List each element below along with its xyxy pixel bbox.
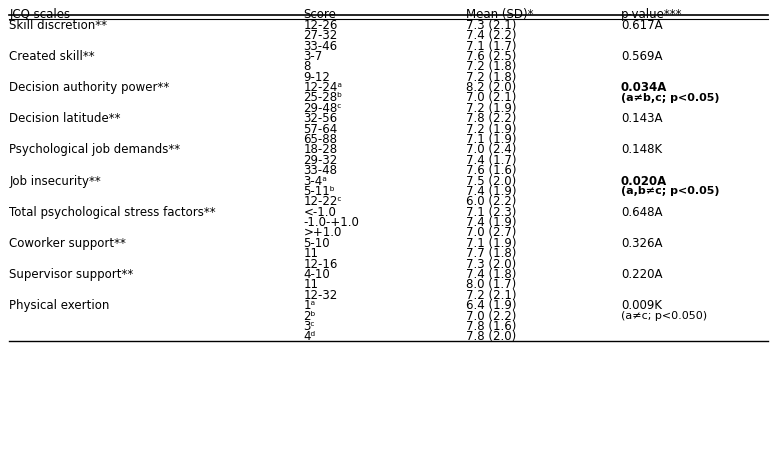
Text: 7.0 (2.7): 7.0 (2.7)	[466, 227, 516, 239]
Text: 7.8 (2.0): 7.8 (2.0)	[466, 330, 516, 343]
Text: 7.2 (2.1): 7.2 (2.1)	[466, 289, 517, 302]
Text: 7.1 (1.9): 7.1 (1.9)	[466, 237, 517, 250]
Text: 7.8 (2.2): 7.8 (2.2)	[466, 112, 516, 125]
Text: JCQ scales: JCQ scales	[9, 8, 70, 21]
Text: 29-48ᶜ: 29-48ᶜ	[303, 102, 342, 115]
Text: 12-24ᵃ: 12-24ᵃ	[303, 81, 343, 94]
Text: 7.1 (2.3): 7.1 (2.3)	[466, 206, 516, 219]
Text: 0.569A: 0.569A	[621, 50, 662, 63]
Text: 3-4ᵃ: 3-4ᵃ	[303, 175, 327, 187]
Text: 7.7 (1.8): 7.7 (1.8)	[466, 247, 516, 260]
Text: 7.2 (1.8): 7.2 (1.8)	[466, 71, 516, 84]
Text: Supervisor support**: Supervisor support**	[9, 268, 134, 281]
Text: 33-46: 33-46	[303, 40, 337, 52]
Text: 0.020A: 0.020A	[621, 175, 667, 187]
Text: 7.3 (2.1): 7.3 (2.1)	[466, 19, 516, 32]
Text: Total psychological stress factors**: Total psychological stress factors**	[9, 206, 216, 219]
Text: Coworker support**: Coworker support**	[9, 237, 126, 250]
Text: 0.143A: 0.143A	[621, 112, 662, 125]
Text: 57-64: 57-64	[303, 123, 337, 135]
Text: 9-12: 9-12	[303, 71, 330, 84]
Text: Decision authority power**: Decision authority power**	[9, 81, 169, 94]
Text: 12-26: 12-26	[303, 19, 338, 32]
Text: -1.0-+1.0: -1.0-+1.0	[303, 216, 359, 229]
Text: (a≠c; p<0.050): (a≠c; p<0.050)	[621, 311, 707, 321]
Text: <-1.0: <-1.0	[303, 206, 336, 219]
Text: 7.6 (1.6): 7.6 (1.6)	[466, 164, 517, 177]
Text: 2ᵇ: 2ᵇ	[303, 310, 315, 322]
Text: 7.0 (2.1): 7.0 (2.1)	[466, 92, 516, 104]
Text: 11: 11	[303, 278, 319, 291]
Text: >+1.0: >+1.0	[303, 227, 342, 239]
Text: 33-48: 33-48	[303, 164, 337, 177]
Text: 32-56: 32-56	[303, 112, 337, 125]
Text: 5-11ᵇ: 5-11ᵇ	[303, 185, 335, 198]
Text: 7.4 (1.8): 7.4 (1.8)	[466, 268, 516, 281]
Text: 7.0 (2.2): 7.0 (2.2)	[466, 310, 516, 322]
Text: 6.0 (2.2): 6.0 (2.2)	[466, 195, 516, 208]
Text: 7.4 (1.9): 7.4 (1.9)	[466, 216, 517, 229]
Text: 7.4 (1.9): 7.4 (1.9)	[466, 185, 517, 198]
Text: 7.2 (1.8): 7.2 (1.8)	[466, 60, 516, 73]
Text: (a,b≠c; p<0.05): (a,b≠c; p<0.05)	[621, 186, 720, 196]
Text: 4-10: 4-10	[303, 268, 330, 281]
Text: 29-32: 29-32	[303, 154, 337, 167]
Text: 5-10: 5-10	[303, 237, 330, 250]
Text: 0.034A: 0.034A	[621, 81, 667, 94]
Text: 0.617A: 0.617A	[621, 19, 662, 32]
Text: 11: 11	[303, 247, 319, 260]
Text: 3-7: 3-7	[303, 50, 322, 63]
Text: 0.326A: 0.326A	[621, 237, 662, 250]
Text: 0.220A: 0.220A	[621, 268, 662, 281]
Text: 7.2 (1.9): 7.2 (1.9)	[466, 102, 517, 115]
Text: 12-16: 12-16	[303, 258, 338, 270]
Text: 27-32: 27-32	[303, 29, 337, 42]
Text: 7.5 (2.0): 7.5 (2.0)	[466, 175, 516, 187]
Text: Skill discretion**: Skill discretion**	[9, 19, 107, 32]
Text: 7.1 (1.9): 7.1 (1.9)	[466, 133, 517, 146]
Text: Score: Score	[303, 8, 336, 21]
Text: p-value***: p-value***	[621, 8, 682, 21]
Text: 4ᵈ: 4ᵈ	[303, 330, 315, 343]
Text: 12-22ᶜ: 12-22ᶜ	[303, 195, 342, 208]
Text: Mean (SD)*: Mean (SD)*	[466, 8, 534, 21]
Text: 7.6 (2.5): 7.6 (2.5)	[466, 50, 516, 63]
Text: Job insecurity**: Job insecurity**	[9, 175, 101, 187]
Text: 65-88: 65-88	[303, 133, 337, 146]
Text: 7.2 (1.9): 7.2 (1.9)	[466, 123, 517, 135]
Text: 6.4 (1.9): 6.4 (1.9)	[466, 299, 517, 312]
Text: 3ᶜ: 3ᶜ	[303, 320, 315, 333]
Text: 12-32: 12-32	[303, 289, 337, 302]
Text: 0.009K: 0.009K	[621, 299, 662, 312]
Text: 7.1 (1.7): 7.1 (1.7)	[466, 40, 517, 52]
Text: 7.8 (1.6): 7.8 (1.6)	[466, 320, 516, 333]
Text: 25-28ᵇ: 25-28ᵇ	[303, 92, 343, 104]
Text: 18-28: 18-28	[303, 143, 337, 156]
Text: 8.0 (1.7): 8.0 (1.7)	[466, 278, 516, 291]
Text: 8.2 (2.0): 8.2 (2.0)	[466, 81, 516, 94]
Text: 8: 8	[303, 60, 311, 73]
Text: (a≠b,c; p<0.05): (a≠b,c; p<0.05)	[621, 93, 720, 103]
Text: 7.0 (2.4): 7.0 (2.4)	[466, 143, 516, 156]
Text: Physical exertion: Physical exertion	[9, 299, 110, 312]
Text: 7.4 (2.2): 7.4 (2.2)	[466, 29, 517, 42]
Text: 1ᵃ: 1ᵃ	[303, 299, 315, 312]
Text: 7.4 (1.7): 7.4 (1.7)	[466, 154, 517, 167]
Text: Created skill**: Created skill**	[9, 50, 95, 63]
Text: 0.648A: 0.648A	[621, 206, 662, 219]
Text: Psychological job demands**: Psychological job demands**	[9, 143, 180, 156]
Text: Decision latitude**: Decision latitude**	[9, 112, 120, 125]
Text: 7.3 (2.0): 7.3 (2.0)	[466, 258, 516, 270]
Text: 0.148K: 0.148K	[621, 143, 662, 156]
